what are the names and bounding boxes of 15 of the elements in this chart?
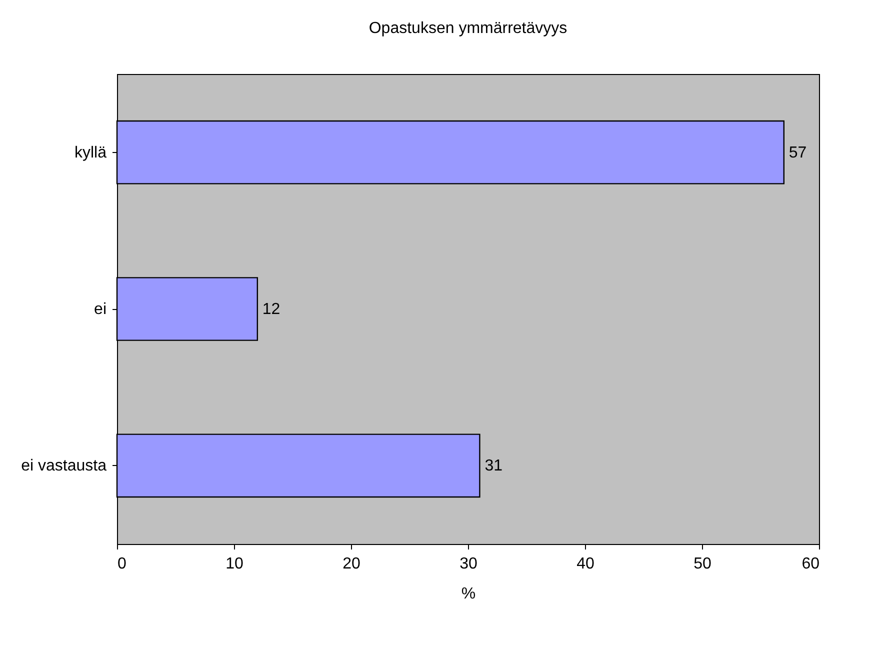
y-tick-label: ei vastausta [21, 458, 107, 475]
x-tick-label: 50 [694, 556, 712, 572]
x-tick-label: 60 [802, 556, 820, 572]
y-tick-label: ei [94, 301, 106, 318]
x-tick-label: 20 [342, 556, 360, 572]
x-tick-label: 0 [118, 556, 126, 572]
x-tick-label: 10 [226, 556, 244, 572]
y-tick-label: kyllä [74, 144, 107, 162]
chart-title: Opastuksen ymmärretävyys [368, 20, 568, 37]
x-tick-label: 30 [460, 556, 478, 572]
x-tick-label: 40 [576, 556, 594, 572]
data-label: 57 [788, 144, 807, 162]
x-axis-title: % [461, 586, 476, 602]
data-label: 31 [484, 458, 503, 475]
data-label: 12 [262, 301, 280, 318]
